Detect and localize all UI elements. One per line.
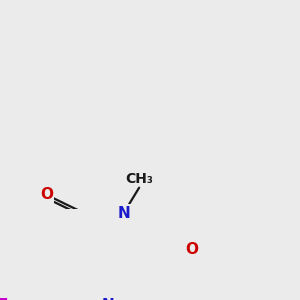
Text: CH₃: CH₃ bbox=[125, 172, 153, 186]
Text: N: N bbox=[117, 206, 130, 220]
Text: N: N bbox=[102, 298, 115, 300]
Text: O: O bbox=[40, 188, 53, 202]
Text: F: F bbox=[0, 298, 8, 300]
Text: O: O bbox=[185, 242, 198, 257]
